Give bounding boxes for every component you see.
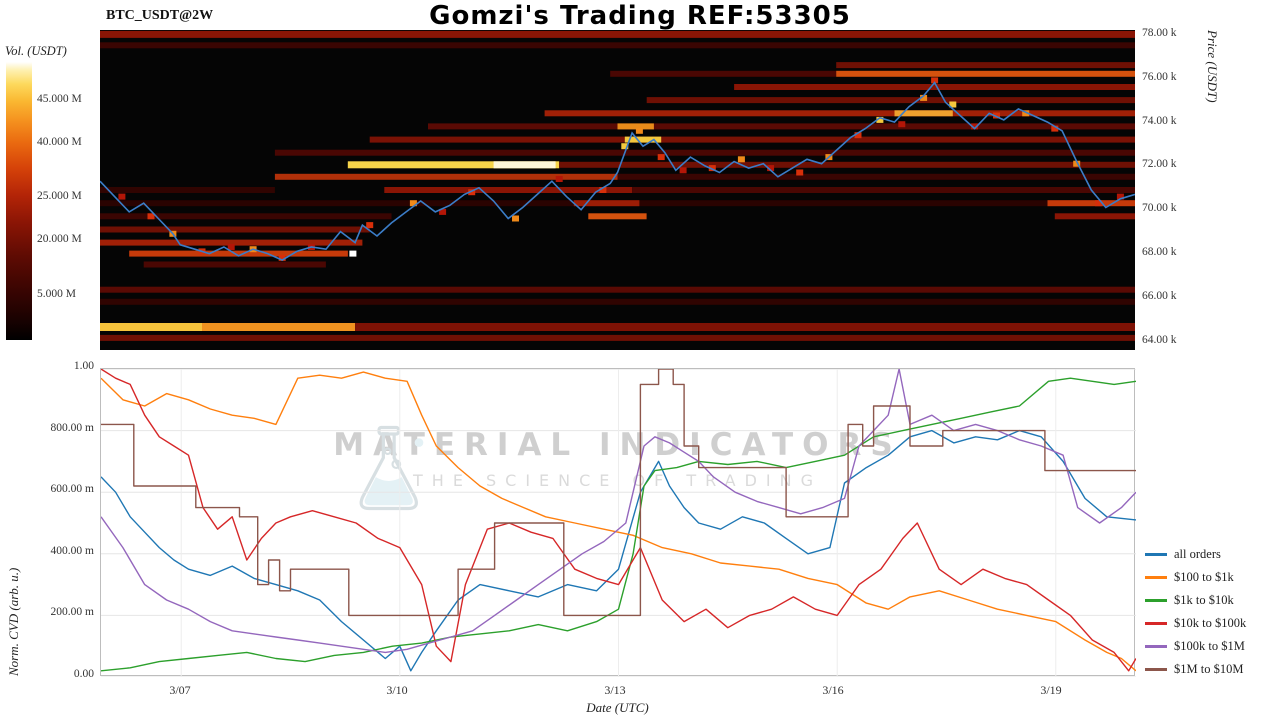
date-tick-label: 3/07 [169,683,191,697]
legend-label: $100 to $1k [1174,569,1234,584]
cvd-tick-label: 800.00 m [50,422,94,434]
page-title: Gomzi's Trading REF:53305 [429,1,851,31]
legend-label: $1k to $10k [1174,592,1234,607]
watermark-brand: MATERIAL INDICATORS [333,427,902,463]
cvd-tick-label: 1.00 [73,360,94,372]
legend-swatch [1145,667,1167,671]
colorbar-tick-label: 40.000 M [37,136,82,148]
cvd-plot: MATERIAL INDICATORS THE SCIENCE OF TRADI… [100,368,1136,677]
cvd-tick-label: 200.00 m [50,606,94,618]
cvd-canvas [101,369,1136,677]
volume-colorbar [6,62,32,340]
legend-swatch [1145,621,1167,625]
price-tick-label: 72.00 k [1142,158,1177,170]
legend-item: $1M to $10M [1145,660,1246,678]
legend-item: $10k to $100k [1145,614,1246,632]
price-tick-label: 74.00 k [1142,115,1177,127]
colorbar-tick-label: 25.000 M [37,190,82,202]
price-tick-label: 78.00 k [1142,27,1177,39]
colorbar-tick-label: 45.000 M [37,93,82,105]
cvd-tick-label: 600.00 m [50,483,94,495]
price-tick-label: 76.00 k [1142,71,1177,83]
legend: all orders $100 to $1k $1k to $10k $10k to … [1145,545,1246,678]
symbol-label: BTC_USDT@2W [106,8,214,23]
legend-swatch [1145,598,1167,602]
legend-label: all orders [1174,546,1221,561]
price-tick-label: 68.00 k [1142,246,1177,258]
colorbar-tick-label: 5.000 M [37,288,76,300]
legend-item: $100k to $1M [1145,637,1246,655]
liquidity-heatmap-plot [99,30,1136,350]
legend-swatch [1145,552,1167,556]
price-tick-label: 70.00 k [1142,202,1177,214]
legend-item: all orders [1145,545,1246,563]
colorbar-tick-label: 20.000 M [37,233,82,245]
cvd-tick-label: 400.00 m [50,545,94,557]
legend-item: $100 to $1k [1145,568,1246,586]
date-tick-label: 3/10 [386,683,408,697]
cvd-axis-title: Norm. CVD (arb. u.) [6,567,21,676]
price-tick-label: 66.00 k [1142,290,1177,302]
legend-label: $10k to $100k [1174,615,1247,630]
date-axis-title: Date (UTC) [586,700,649,715]
date-tick-label: 3/16 [822,683,844,697]
legend-swatch [1145,644,1167,648]
heatmap-canvas [99,30,1136,341]
date-tick-label: 3/13 [604,683,626,697]
cvd-tick-label: 0.00 [73,668,94,680]
legend-label: $1M to $10M [1174,661,1244,676]
price-axis-title: Price (USDT) [1205,30,1220,103]
colorbar-title: Vol. (USDT) [5,44,67,58]
legend-swatch [1145,575,1167,579]
date-tick-label: 3/19 [1040,683,1062,697]
legend-item: $1k to $10k [1145,591,1246,609]
price-tick-label: 64.00 k [1142,334,1177,346]
legend-label: $100k to $1M [1174,638,1245,653]
